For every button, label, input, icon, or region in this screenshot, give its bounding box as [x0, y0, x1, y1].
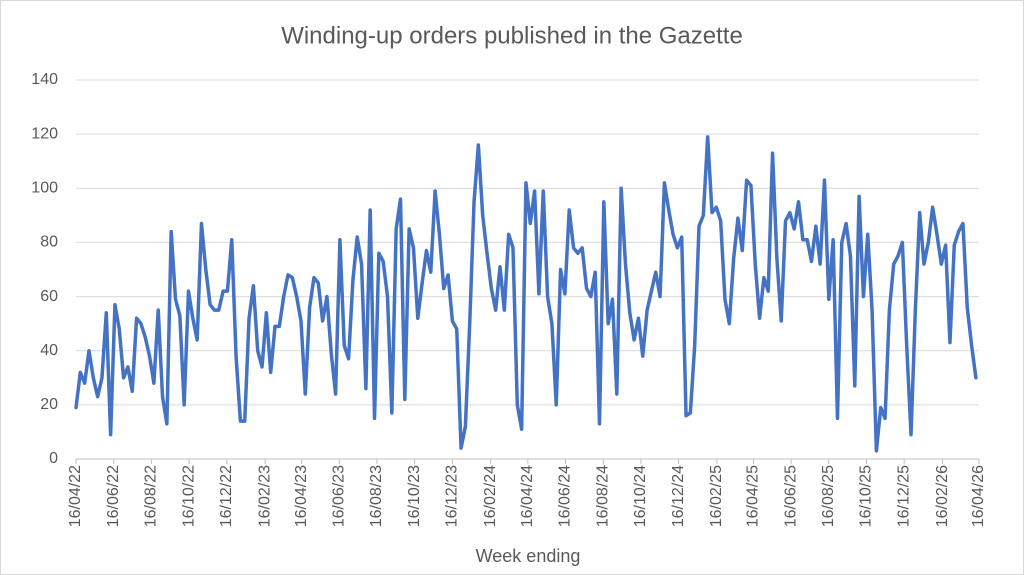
chart-title: Winding-up orders published in the Gazet… [281, 22, 743, 49]
x-tick-label: 16/10/25 [858, 465, 875, 527]
x-tick-label: 16/10/22 [180, 465, 197, 527]
y-tick-label: 100 [31, 180, 58, 197]
x-tick-label: 16/02/23 [256, 465, 273, 527]
x-tick-label: 16/04/25 [745, 465, 762, 527]
x-tick-label: 16/10/23 [406, 465, 423, 527]
x-tick-label: 16/06/23 [331, 465, 348, 527]
y-tick-label: 80 [40, 234, 58, 251]
x-tick-label: 16/06/25 [782, 465, 799, 527]
data-line [74, 135, 978, 453]
x-tick-label: 16/06/22 [105, 465, 122, 527]
y-tick-label: 120 [31, 125, 58, 142]
x-tick-label: 16/02/25 [708, 465, 725, 527]
x-tick-label: 16/12/22 [218, 465, 235, 527]
x-tick-label: 16/10/24 [632, 465, 649, 527]
y-tick-label: 20 [40, 396, 58, 413]
y-tick-label: 60 [40, 288, 58, 305]
y-tick-label: 40 [40, 342, 58, 359]
x-tick-label: 16/12/24 [670, 465, 687, 527]
x-tick-label: 16/08/25 [820, 465, 837, 527]
x-tick-label: 16/12/23 [444, 465, 461, 527]
x-tick-label: 16/02/24 [482, 465, 499, 527]
x-axis-label: Week ending [476, 546, 581, 566]
x-tick-label: 16/06/24 [557, 465, 574, 527]
x-tick-label: 16/04/26 [970, 465, 987, 527]
x-tick-label: 16/08/22 [143, 465, 160, 527]
x-tick-label: 16/04/23 [293, 465, 310, 527]
x-tick-label: 16/08/23 [368, 465, 385, 527]
y-tick-label: 140 [31, 71, 58, 88]
x-tick-label: 16/08/24 [594, 465, 611, 527]
x-tick-label: 16/04/22 [67, 465, 84, 527]
x-tick-label: 16/02/26 [934, 465, 951, 527]
y-tick-label: 0 [49, 450, 58, 467]
x-tick-label: 16/12/25 [895, 465, 912, 527]
x-tick-label: 16/04/24 [519, 465, 536, 527]
